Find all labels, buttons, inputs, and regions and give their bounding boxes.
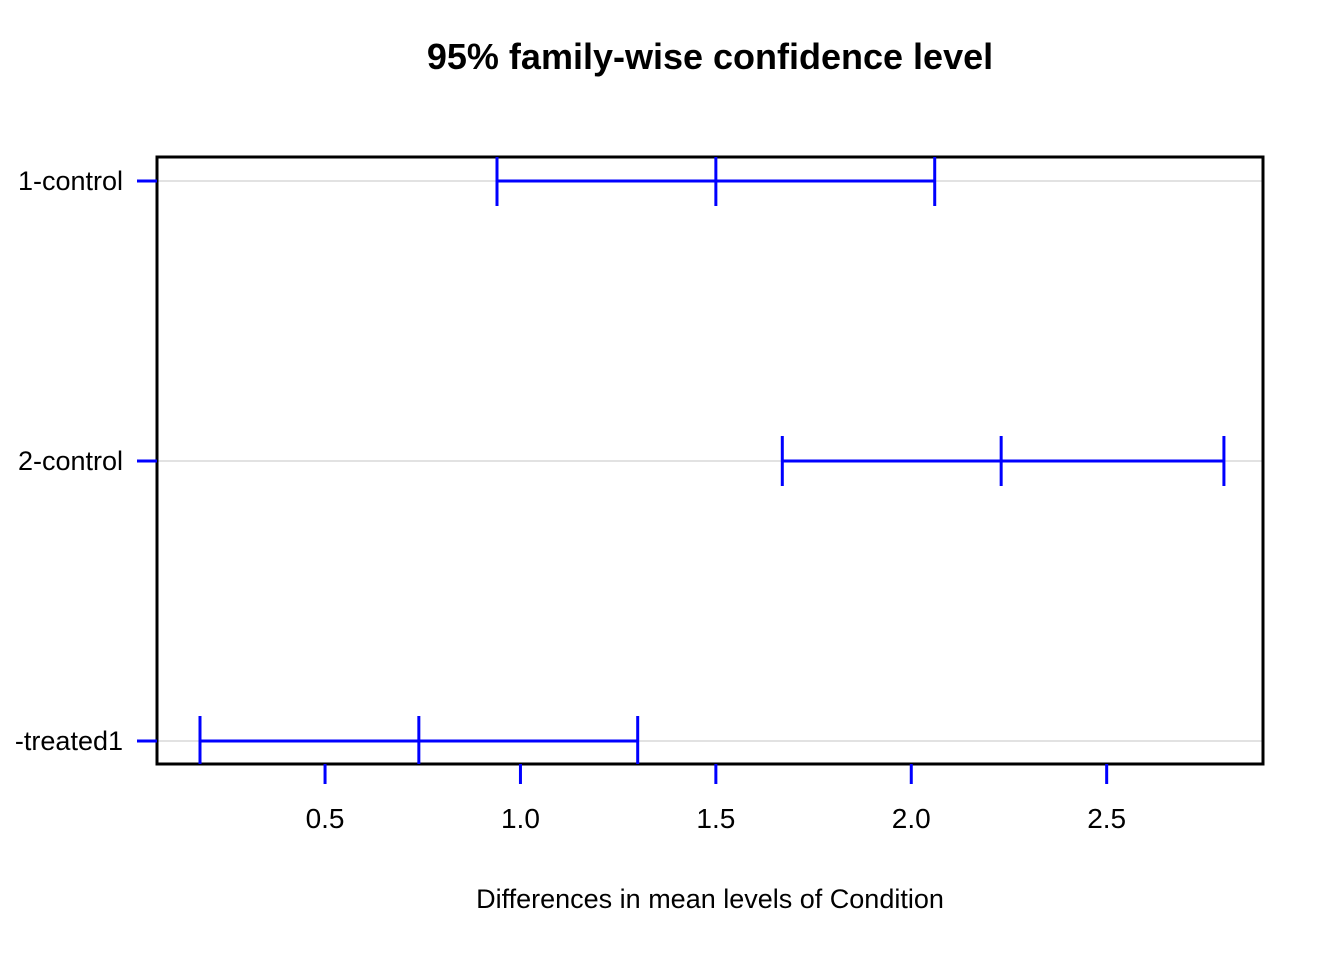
x-tick-label: 1.0 xyxy=(501,803,540,834)
y-tick-label: 2-control xyxy=(18,446,123,476)
y-tick-label: -treated1 xyxy=(15,726,123,756)
x-tick-label: 1.5 xyxy=(696,803,735,834)
y-tick-label: 1-control xyxy=(18,166,123,196)
x-tick-label: 2.5 xyxy=(1087,803,1126,834)
chart-title: 95% family-wise confidence level xyxy=(426,36,994,77)
x-tick-label: 2.0 xyxy=(892,803,931,834)
x-axis-title: Differences in mean levels of Condition xyxy=(476,884,944,914)
x-tick-label: 0.5 xyxy=(306,803,345,834)
